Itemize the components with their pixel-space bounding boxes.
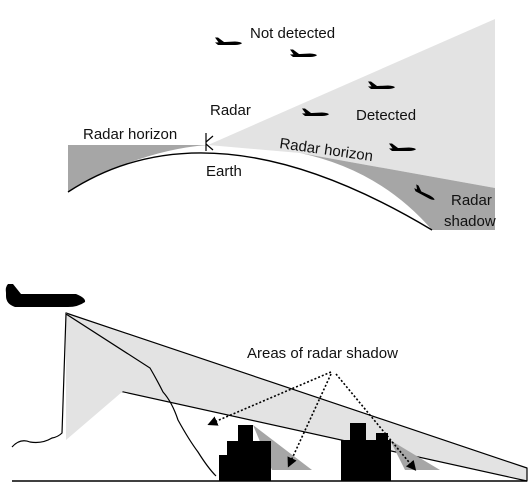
building-icon bbox=[219, 425, 271, 481]
radar-antenna-icon bbox=[205, 133, 214, 151]
top-diagram: Not detected Radar Detected Radar horizo… bbox=[67, 19, 496, 231]
airplane-icon bbox=[290, 49, 317, 57]
bottom-diagram: Areas of radar shadow bbox=[5, 284, 528, 482]
earth-curve bbox=[67, 152, 433, 231]
radar-horizon-band-left bbox=[68, 145, 208, 192]
label-radar-shadow-line1: Radar bbox=[451, 192, 492, 209]
radar-shadow-building-right bbox=[390, 440, 440, 470]
radar-shadow-area bbox=[300, 153, 495, 230]
mountain bbox=[11, 312, 217, 477]
radar-beam bbox=[65, 312, 528, 482]
airplane-icon bbox=[5, 284, 86, 307]
building-icon bbox=[341, 423, 391, 481]
airplane-icon bbox=[215, 37, 242, 45]
label-earth: Earth bbox=[206, 163, 242, 180]
radar-coverage-area bbox=[208, 19, 495, 188]
arrow-icon bbox=[207, 371, 332, 426]
arrow-icon bbox=[335, 373, 417, 471]
label-areas-of-radar-shadow: Areas of radar shadow bbox=[247, 345, 398, 362]
label-radar: Radar bbox=[210, 102, 251, 119]
label-radar-horizon-left: Radar horizon bbox=[83, 126, 177, 143]
label-detected: Detected bbox=[356, 107, 416, 124]
label-radar-shadow-line2: shadow bbox=[444, 213, 496, 230]
label-not-detected: Not detected bbox=[250, 25, 335, 42]
radar-shadow-mountain bbox=[66, 313, 150, 440]
arrow-icon bbox=[287, 373, 332, 468]
